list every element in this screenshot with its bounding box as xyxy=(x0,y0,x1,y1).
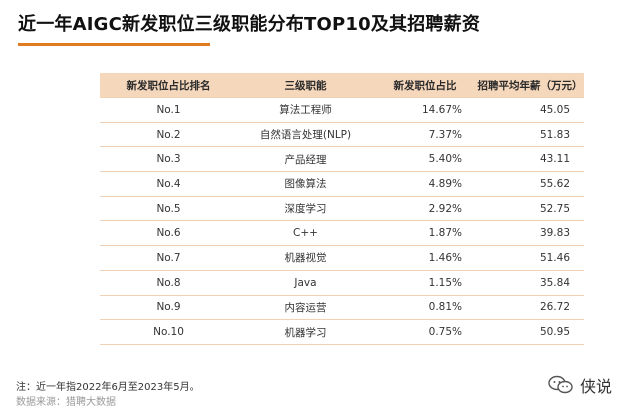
share-cell: 1.15% xyxy=(374,270,476,296)
share-cell: 14.67% xyxy=(374,97,476,123)
rank-cell: No.6 xyxy=(100,220,237,247)
watermark-label: 侠说 xyxy=(580,377,613,396)
salary-cell: 51.83 xyxy=(476,122,584,148)
table-header-row: 新发职位占比排名 三级职能 新发职位占比 招聘平均年薪（万元） xyxy=(100,73,584,98)
share-cell: 5.40% xyxy=(374,146,476,173)
salary-cell: 51.46 xyxy=(476,245,584,271)
function-cell: 深度学习 xyxy=(237,196,374,222)
function-cell: 算法工程师 xyxy=(237,97,374,123)
salary-cell: 43.11 xyxy=(476,146,584,173)
function-cell: Java xyxy=(237,270,374,296)
table-header-share: 新发职位占比 xyxy=(374,73,476,98)
data-source: 数据来源：猎聘大数据 xyxy=(16,397,116,408)
rank-cell: No.3 xyxy=(100,146,237,173)
table-row: No.3 产品经理 5.40% 43.11 xyxy=(100,146,584,173)
wechat-icon xyxy=(548,375,574,395)
table-header-rank: 新发职位占比排名 xyxy=(100,73,237,98)
table-row: No.5 深度学习 2.92% 52.75 xyxy=(100,196,584,222)
rank-cell: No.10 xyxy=(100,319,237,345)
function-cell: 内容运营 xyxy=(237,295,374,321)
rank-cell: No.5 xyxy=(100,196,237,222)
table-row: No.4 图像算法 4.89% 55.62 xyxy=(100,171,584,197)
share-cell: 2.92% xyxy=(374,196,476,222)
data-table-container: 新发职位占比排名 三级职能 新发职位占比 招聘平均年薪（万元） No.1 算法工… xyxy=(100,73,584,345)
share-cell: 1.46% xyxy=(374,245,476,271)
salary-cell: 45.05 xyxy=(476,97,584,123)
rank-cell: No.8 xyxy=(100,270,237,296)
salary-cell: 55.62 xyxy=(476,171,584,197)
share-cell: 1.87% xyxy=(374,220,476,247)
rank-cell: No.1 xyxy=(100,97,237,123)
share-cell: 0.75% xyxy=(374,319,476,345)
footnote: 注：近一年指2022年6月至2023年5月。 xyxy=(16,382,200,393)
rank-cell: No.7 xyxy=(100,245,237,271)
salary-cell: 52.75 xyxy=(476,196,584,222)
table-row: No.10 机器学习 0.75% 50.95 xyxy=(100,319,584,345)
function-cell: 图像算法 xyxy=(237,171,374,197)
function-cell: 机器视觉 xyxy=(237,245,374,271)
data-table: 新发职位占比排名 三级职能 新发职位占比 招聘平均年薪（万元） No.1 算法工… xyxy=(100,73,584,345)
salary-cell: 26.72 xyxy=(476,295,584,321)
title-underline xyxy=(18,43,210,46)
table-row: No.6 C++ 1.87% 39.83 xyxy=(100,220,584,247)
table-row: No.2 自然语言处理(NLP) 7.37% 51.83 xyxy=(100,122,584,148)
rank-cell: No.4 xyxy=(100,171,237,197)
rank-cell: No.9 xyxy=(100,295,237,321)
salary-cell: 50.95 xyxy=(476,319,584,345)
salary-cell: 39.83 xyxy=(476,220,584,247)
function-cell: 自然语言处理(NLP) xyxy=(237,122,374,148)
share-cell: 7.37% xyxy=(374,122,476,148)
share-cell: 4.89% xyxy=(374,171,476,197)
table-header-salary: 招聘平均年薪（万元） xyxy=(476,73,584,98)
table-row: No.8 Java 1.15% 35.84 xyxy=(100,270,584,296)
table-row: No.9 内容运营 0.81% 26.72 xyxy=(100,295,584,321)
share-cell: 0.81% xyxy=(374,295,476,321)
page-title: 近一年AIGC新发职位三级职能分布TOP10及其招聘薪资 xyxy=(18,14,481,35)
table-header-function: 三级职能 xyxy=(237,73,374,98)
salary-cell: 35.84 xyxy=(476,270,584,296)
table-row: No.7 机器视觉 1.46% 51.46 xyxy=(100,245,584,271)
rank-cell: No.2 xyxy=(100,122,237,148)
function-cell: 产品经理 xyxy=(237,146,374,173)
function-cell: C++ xyxy=(237,220,374,247)
watermark: 侠说 xyxy=(548,373,612,397)
table-row: No.1 算法工程师 14.67% 45.05 xyxy=(100,97,584,123)
function-cell: 机器学习 xyxy=(237,319,374,345)
